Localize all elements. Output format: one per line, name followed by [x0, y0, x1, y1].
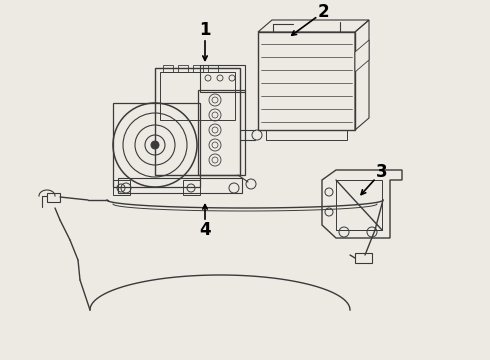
Polygon shape — [355, 40, 369, 72]
Circle shape — [151, 141, 159, 149]
Text: 3: 3 — [376, 163, 388, 181]
Text: 1: 1 — [199, 21, 211, 39]
Text: 2: 2 — [317, 3, 329, 21]
Text: 4: 4 — [199, 221, 211, 239]
